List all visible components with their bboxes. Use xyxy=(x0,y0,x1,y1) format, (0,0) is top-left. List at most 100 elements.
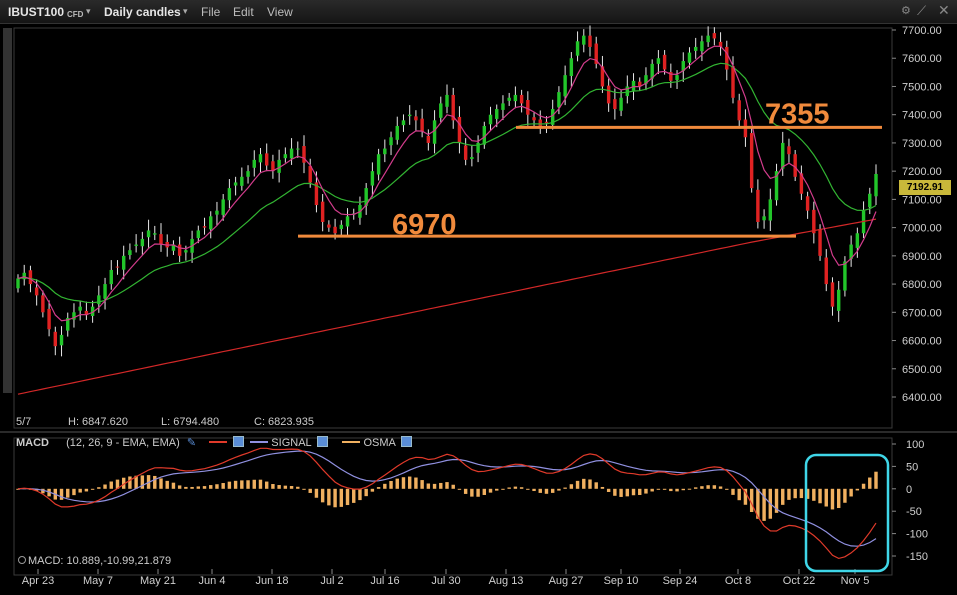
candle-body xyxy=(240,176,244,186)
macd-label: MACD xyxy=(16,437,49,449)
candle-body xyxy=(836,289,841,311)
osma-bar xyxy=(787,488,791,500)
macd-value-readout: MACD: 10.889,-10.99,21.879 xyxy=(18,555,171,567)
candle-body xyxy=(140,238,145,247)
candle-body xyxy=(90,306,95,316)
candle-body xyxy=(221,199,225,215)
close-icon[interactable]: ✕ xyxy=(938,2,950,18)
osma-bar xyxy=(327,488,331,506)
edit-icon[interactable]: ✎ xyxy=(186,437,197,449)
settings-icon[interactable]: ⚙ xyxy=(901,5,911,17)
osma-bar xyxy=(712,485,717,489)
osma-bar xyxy=(550,488,555,493)
osma-bar xyxy=(296,486,300,489)
osma-bar xyxy=(600,486,605,489)
candle-body xyxy=(662,54,667,70)
menu-edit[interactable]: Edit xyxy=(233,5,254,19)
chart-area[interactable]: 7700.00 7600.00 7500.00 7400.00 7300.00 7200.… xyxy=(0,24,957,590)
osma-checkbox[interactable] xyxy=(401,436,413,447)
osma-bar xyxy=(47,488,51,497)
period-dropdown-icon[interactable]: ▾ xyxy=(183,6,188,16)
candle-body xyxy=(830,282,835,307)
macd-tick-label: -50 xyxy=(906,506,922,518)
osma-bar xyxy=(59,488,64,500)
candle-body xyxy=(202,226,207,228)
osma-bar xyxy=(818,488,822,504)
candle-body xyxy=(513,94,518,102)
candle-body xyxy=(426,135,431,143)
candle-body xyxy=(370,171,375,186)
menu-view[interactable]: View xyxy=(267,5,293,19)
candle-body xyxy=(569,58,574,77)
candle-body xyxy=(215,210,219,215)
candle-body xyxy=(97,295,101,305)
x-tick-label: Oct 22 xyxy=(783,575,815,587)
osma-bar xyxy=(538,488,542,493)
symbol-label[interactable]: IBUST100 xyxy=(8,5,65,19)
osma-bar xyxy=(662,488,667,490)
symbol-type-label: CFD xyxy=(67,10,84,19)
long-ma-line xyxy=(17,218,877,395)
osma-swatch xyxy=(342,441,361,443)
candle-body xyxy=(470,157,474,160)
x-tick-label: Aug 27 xyxy=(549,575,584,587)
signal-line-swatch xyxy=(250,441,269,443)
osma-bar xyxy=(364,488,368,497)
vertical-scrollbar[interactable] xyxy=(3,28,12,393)
candle-body xyxy=(451,94,455,121)
candle-body xyxy=(693,46,698,51)
osma-bar xyxy=(383,483,387,489)
osma-bar xyxy=(650,488,654,492)
short-ma-line xyxy=(17,45,877,322)
osma-bar xyxy=(109,481,113,489)
candle-body xyxy=(550,109,555,125)
osma-bar xyxy=(625,488,630,497)
x-tick-label: Jun 18 xyxy=(255,575,288,587)
candle-body xyxy=(327,224,331,228)
symbol-dropdown-icon[interactable]: ▾ xyxy=(86,6,91,16)
osma-bar xyxy=(320,488,325,503)
menu-file[interactable]: File xyxy=(201,5,221,19)
candle-body xyxy=(575,41,580,56)
osma-bar xyxy=(333,488,337,508)
signal-line xyxy=(17,450,877,547)
candle-body xyxy=(495,109,499,119)
period-selector[interactable]: Daily candles xyxy=(104,5,181,19)
candle-body xyxy=(41,295,45,313)
osma-bar xyxy=(594,482,598,489)
osma-bar xyxy=(308,488,312,493)
candle-body xyxy=(557,92,561,108)
osma-label: OSMA xyxy=(363,437,396,449)
candle-body xyxy=(16,278,20,289)
osma-bar xyxy=(836,488,841,509)
osma-bar xyxy=(749,488,754,513)
candle-body xyxy=(196,230,201,239)
candle-body xyxy=(606,85,611,104)
candle-body xyxy=(159,234,163,245)
candle-body xyxy=(115,266,120,268)
osma-bar xyxy=(277,485,281,489)
signal-checkbox[interactable] xyxy=(317,436,329,447)
osma-bar xyxy=(345,488,350,506)
link-icon[interactable]: ⟋ xyxy=(917,3,927,18)
candle-body xyxy=(507,97,511,101)
osma-bar xyxy=(439,482,443,489)
osma-bar xyxy=(271,484,275,489)
price-chart[interactable]: 7700.00 7600.00 7500.00 7400.00 7300.00 7200.… xyxy=(0,24,957,590)
candle-body xyxy=(59,334,64,346)
macd-checkbox[interactable] xyxy=(233,436,245,447)
macd-legend: MACD (12, 26, 9 - EMA, EMA) ✎ SIGNAL OSM… xyxy=(16,436,415,449)
osma-bar xyxy=(432,483,437,489)
osma-bar xyxy=(613,488,617,496)
osma-bar xyxy=(762,488,766,521)
osma-bar xyxy=(395,478,399,489)
candle-body xyxy=(793,154,797,177)
candle-body xyxy=(439,103,443,118)
osma-bar xyxy=(159,478,163,489)
candle-body xyxy=(631,80,636,91)
osma-bar xyxy=(743,488,748,505)
candle-body xyxy=(781,142,785,169)
price-tick-label: 7200.00 xyxy=(902,166,942,178)
x-tick-label: Jul 2 xyxy=(320,575,343,587)
candle-body xyxy=(600,66,605,87)
